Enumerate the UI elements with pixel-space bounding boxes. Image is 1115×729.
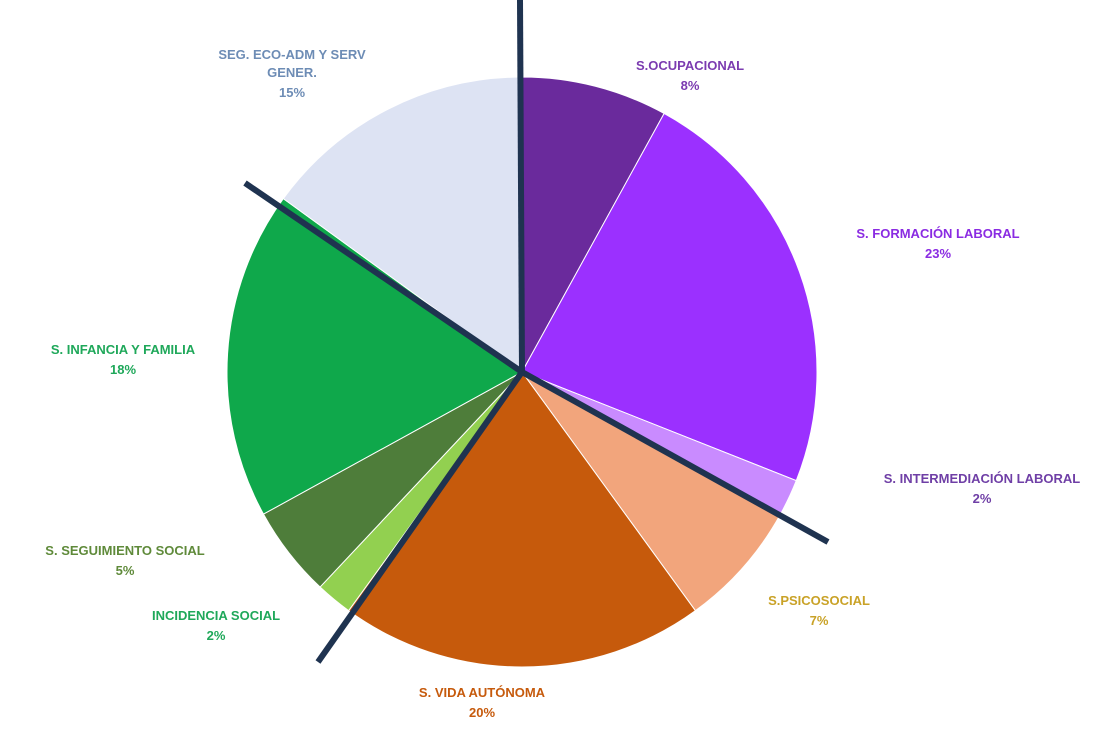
divider-lines xyxy=(243,0,830,664)
divider-upper-left xyxy=(243,180,524,375)
slice-label-5: S. VIDA AUTÓNOMA 20% xyxy=(419,685,546,720)
slice-name: S. INTERMEDIACIÓN LABORAL xyxy=(884,471,1081,486)
slice-label-7: S. SEGUIMIENTO SOCIAL 5% xyxy=(45,543,204,578)
slice-value: 18% xyxy=(110,362,136,377)
slice-name: INCIDENCIA SOCIAL xyxy=(152,608,280,623)
slice-name: S. FORMACIÓN LABORAL xyxy=(856,226,1019,241)
slice-name: GENER. xyxy=(267,65,317,80)
slice-value: 5% xyxy=(116,563,135,578)
pie-slice-4 xyxy=(521,371,782,612)
divider-lower-right xyxy=(520,369,830,545)
pie-slice-9 xyxy=(282,76,523,373)
slice-name: S.PSICOSOCIAL xyxy=(768,593,870,608)
slice-name: S.OCUPACIONAL xyxy=(636,58,744,73)
slice-value: 15% xyxy=(279,85,305,100)
slice-labels: S.OCUPACIONAL 8%S. FORMACIÓN LABORAL 23%S.… xyxy=(45,47,1080,720)
divider-top xyxy=(517,0,525,373)
slice-value: 2% xyxy=(973,491,992,506)
slice-value: 2% xyxy=(207,628,226,643)
slice-value: 20% xyxy=(469,705,495,720)
slice-name: S. VIDA AUTÓNOMA xyxy=(419,685,546,700)
slice-name: S. INFANCIA Y FAMILIA xyxy=(51,342,196,357)
slice-label-3: S. INTERMEDIACIÓN LABORAL 2% xyxy=(884,471,1081,506)
pie-slice-2 xyxy=(521,112,818,482)
slice-value: 8% xyxy=(681,78,700,93)
pie-slice-5 xyxy=(347,371,697,668)
slice-value: 23% xyxy=(925,246,951,261)
pie-slice-8 xyxy=(226,197,523,515)
pie-slice-1 xyxy=(521,76,665,373)
slice-label-6: INCIDENCIA SOCIAL 2% xyxy=(152,608,280,643)
slice-label-2: S. FORMACIÓN LABORAL 23% xyxy=(856,226,1019,261)
slice-name: S. SEGUIMIENTO SOCIAL xyxy=(45,543,204,558)
divider-lower-left xyxy=(315,370,525,664)
slice-value: 7% xyxy=(810,613,829,628)
slice-label-9: SEG. ECO-ADM Y SERV GENER. 15% xyxy=(218,47,366,100)
slice-label-1: S.OCUPACIONAL 8% xyxy=(636,58,744,93)
slice-label-4: S.PSICOSOCIAL 7% xyxy=(768,593,870,628)
slice-name: SEG. ECO-ADM Y SERV xyxy=(218,47,366,62)
slice-label-8: S. INFANCIA Y FAMILIA 18% xyxy=(51,342,196,377)
